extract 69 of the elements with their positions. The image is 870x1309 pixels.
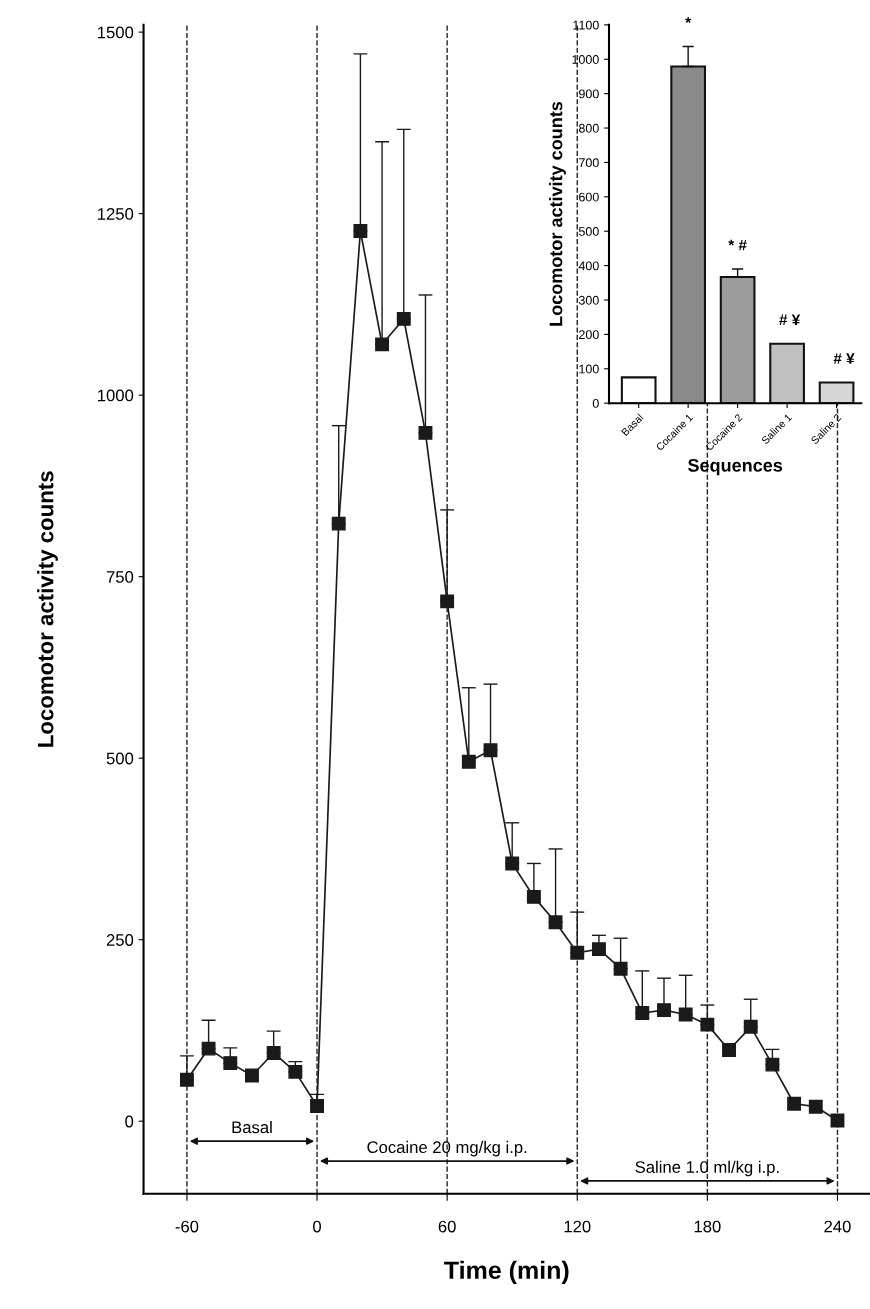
annotation: Saline 1.0 ml/kg i.p. [635, 1160, 779, 1177]
bar [818, 381, 855, 404]
point [743, 1019, 758, 1034]
y-tick-label: 700 [579, 158, 599, 168]
y-tick-label: 0 [125, 1115, 134, 1128]
point [266, 1046, 281, 1060]
annotation: Basal [232, 1120, 272, 1134]
y-tick-label: 300 [578, 295, 599, 305]
point [808, 1099, 823, 1114]
point [505, 856, 520, 871]
point [722, 1043, 736, 1057]
point [657, 1003, 671, 1018]
point [591, 942, 606, 957]
y-tick-label: 500 [578, 227, 599, 236]
y-tick-label: 200 [579, 330, 599, 340]
point [245, 1068, 259, 1083]
point [331, 516, 346, 531]
annotation: # ¥ [833, 353, 855, 364]
point [418, 425, 433, 440]
point [288, 1064, 303, 1079]
point [526, 889, 541, 904]
x-tick-label: 120 [564, 1220, 591, 1233]
y-axis-title: Locomotor activity counts [549, 101, 566, 326]
bar [769, 342, 805, 404]
point [613, 961, 628, 976]
y-tick-label: 1250 [98, 208, 134, 220]
point [570, 945, 585, 960]
y-tick-label: 1000 [98, 389, 134, 402]
point [375, 337, 390, 352]
y-tick-label: 1000 [572, 55, 599, 64]
point [548, 915, 563, 930]
point [223, 1056, 238, 1071]
annotation: # ¥ [779, 314, 801, 325]
point [440, 594, 455, 609]
y-tick-label: 600 [579, 192, 599, 202]
y-tick-label: 1500 [98, 26, 134, 39]
y-tick-label: 100 [579, 364, 599, 374]
x-tick-label: 0 [313, 1220, 322, 1233]
x-tick-label: 240 [824, 1220, 851, 1233]
point [461, 754, 476, 769]
x-tick-label: 180 [694, 1220, 721, 1233]
bar [719, 275, 756, 404]
point [310, 1099, 324, 1113]
y-tick-label: 500 [106, 752, 134, 765]
point [396, 311, 411, 326]
point [635, 1006, 650, 1020]
x-tick-label: -60 [175, 1220, 199, 1233]
y-tick-label: 1100 [573, 20, 599, 30]
y-tick-label: 750 [106, 571, 134, 583]
y-tick-label: 900 [579, 89, 599, 99]
point [201, 1041, 216, 1056]
point [179, 1072, 194, 1087]
y-tick-label: 0 [592, 398, 599, 408]
point [353, 224, 368, 239]
annotation: Cocaine 20 mg/kg i.p. [367, 1140, 527, 1157]
point [700, 1017, 715, 1032]
x-tick-label: 60 [438, 1220, 456, 1233]
point [483, 743, 498, 758]
point [765, 1057, 780, 1072]
x-axis-title: Sequences [688, 458, 783, 476]
x-axis-title: Time (min) [444, 1260, 569, 1285]
point [678, 1007, 693, 1022]
y-axis-title: Locomotor activity counts [37, 471, 58, 747]
text: * [685, 17, 692, 23]
y-tick-label: 800 [578, 123, 599, 133]
y-tick-label: 250 [106, 934, 134, 946]
point [787, 1096, 802, 1111]
annotation: * # [728, 239, 747, 251]
y-tick-label: 400 [578, 261, 599, 271]
